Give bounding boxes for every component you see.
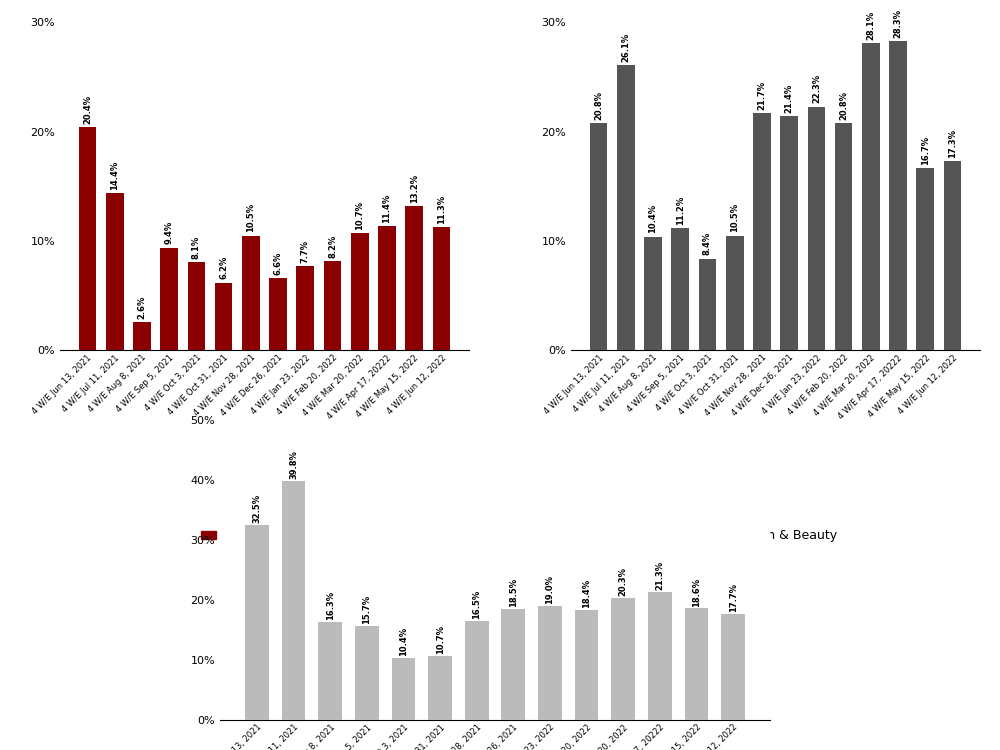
Bar bbox=[433, 227, 450, 350]
Text: 17.7%: 17.7% bbox=[729, 583, 738, 612]
Bar bbox=[324, 261, 341, 350]
Text: 18.5%: 18.5% bbox=[509, 578, 518, 608]
Bar bbox=[501, 609, 525, 720]
Text: 20.4%: 20.4% bbox=[83, 95, 92, 124]
Bar bbox=[79, 128, 96, 350]
Text: 11.4%: 11.4% bbox=[382, 194, 391, 223]
Text: 11.3%: 11.3% bbox=[437, 194, 446, 224]
Text: 2.6%: 2.6% bbox=[137, 296, 146, 319]
Text: 11.2%: 11.2% bbox=[676, 196, 685, 225]
Bar bbox=[245, 525, 269, 720]
Bar bbox=[590, 123, 607, 350]
Text: 10.5%: 10.5% bbox=[730, 203, 739, 232]
Bar bbox=[753, 113, 771, 350]
Bar bbox=[392, 658, 415, 720]
Bar bbox=[617, 65, 635, 350]
Text: 8.2%: 8.2% bbox=[328, 234, 337, 257]
Bar bbox=[611, 598, 635, 720]
Bar bbox=[428, 656, 452, 720]
Bar bbox=[721, 614, 745, 720]
Text: 18.4%: 18.4% bbox=[582, 579, 591, 608]
Bar bbox=[215, 283, 232, 350]
Bar bbox=[355, 626, 379, 720]
Text: 19.0%: 19.0% bbox=[545, 575, 554, 604]
Bar bbox=[318, 622, 342, 720]
Text: 22.3%: 22.3% bbox=[812, 74, 821, 104]
Bar bbox=[575, 610, 598, 720]
Bar bbox=[351, 233, 369, 350]
Text: 14.4%: 14.4% bbox=[110, 160, 119, 190]
Bar bbox=[808, 106, 825, 350]
Bar bbox=[889, 41, 907, 350]
Bar bbox=[405, 206, 423, 350]
Legend: Food & Beverage: Food & Beverage bbox=[196, 524, 333, 548]
Text: 13.2%: 13.2% bbox=[410, 174, 419, 202]
Text: 9.4%: 9.4% bbox=[165, 221, 174, 245]
Text: 10.5%: 10.5% bbox=[246, 203, 255, 232]
Text: 10.7%: 10.7% bbox=[355, 201, 364, 230]
Text: 16.7%: 16.7% bbox=[921, 136, 930, 164]
Bar bbox=[644, 237, 662, 350]
Bar bbox=[242, 236, 260, 350]
Text: 39.8%: 39.8% bbox=[289, 451, 298, 479]
Bar bbox=[188, 262, 205, 350]
Bar bbox=[282, 482, 305, 720]
Text: 6.2%: 6.2% bbox=[219, 256, 228, 279]
Text: 26.1%: 26.1% bbox=[621, 32, 630, 62]
Bar bbox=[160, 248, 178, 350]
Bar bbox=[296, 266, 314, 350]
Text: 28.3%: 28.3% bbox=[894, 9, 903, 38]
Text: 21.3%: 21.3% bbox=[655, 561, 664, 590]
Legend: Health & Beauty: Health & Beauty bbox=[709, 524, 842, 548]
Bar bbox=[726, 236, 744, 350]
Text: 32.5%: 32.5% bbox=[252, 494, 261, 524]
Text: 7.7%: 7.7% bbox=[301, 240, 310, 263]
Bar bbox=[916, 168, 934, 350]
Bar bbox=[835, 123, 852, 350]
Text: 21.4%: 21.4% bbox=[785, 84, 794, 113]
Text: 15.7%: 15.7% bbox=[362, 595, 371, 624]
Bar bbox=[648, 592, 672, 720]
Bar bbox=[465, 621, 489, 720]
Text: 17.3%: 17.3% bbox=[948, 129, 957, 158]
Bar bbox=[699, 259, 716, 350]
Bar bbox=[671, 228, 689, 350]
Text: 10.7%: 10.7% bbox=[436, 625, 445, 654]
Text: 20.3%: 20.3% bbox=[619, 568, 628, 596]
Bar bbox=[106, 193, 124, 350]
Text: 18.6%: 18.6% bbox=[692, 578, 701, 607]
Text: 16.5%: 16.5% bbox=[472, 590, 481, 620]
Bar bbox=[780, 116, 798, 350]
Bar bbox=[133, 322, 151, 350]
Text: 6.6%: 6.6% bbox=[274, 251, 283, 275]
Bar bbox=[538, 606, 562, 720]
Bar bbox=[269, 278, 287, 350]
Text: 10.4%: 10.4% bbox=[399, 627, 408, 656]
Bar bbox=[862, 44, 880, 350]
Text: 28.1%: 28.1% bbox=[866, 10, 875, 40]
Text: 8.1%: 8.1% bbox=[192, 236, 201, 259]
Text: 21.7%: 21.7% bbox=[757, 81, 766, 110]
Text: 20.8%: 20.8% bbox=[839, 91, 848, 120]
Bar bbox=[685, 608, 708, 720]
Bar bbox=[944, 161, 961, 350]
Text: 8.4%: 8.4% bbox=[703, 232, 712, 255]
Text: 16.3%: 16.3% bbox=[326, 591, 335, 620]
Text: 10.4%: 10.4% bbox=[649, 204, 658, 233]
Bar bbox=[378, 226, 396, 350]
Text: 20.8%: 20.8% bbox=[594, 91, 603, 120]
